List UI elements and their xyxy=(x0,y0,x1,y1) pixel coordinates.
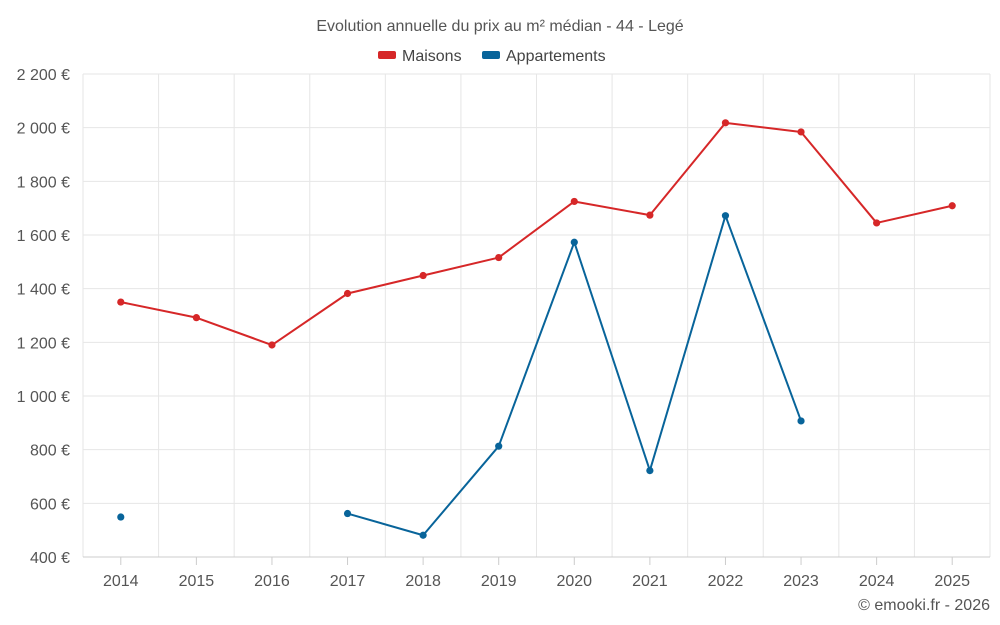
data-point xyxy=(570,197,578,206)
series-appartements xyxy=(117,212,805,539)
data-point xyxy=(117,513,125,521)
x-tick-label: 2017 xyxy=(330,573,366,590)
x-tick-label: 2023 xyxy=(783,573,819,590)
data-point xyxy=(117,298,125,306)
data-point xyxy=(192,314,200,322)
data-point xyxy=(343,509,352,518)
gridlines xyxy=(82,73,991,558)
data-point xyxy=(419,271,427,280)
x-tick-label: 2015 xyxy=(179,573,215,590)
legend-label: Appartements xyxy=(506,48,606,65)
data-point xyxy=(646,211,654,219)
data-point xyxy=(873,219,881,227)
data-point xyxy=(721,212,730,220)
data-point xyxy=(721,119,730,127)
y-tick-label: 2 000 € xyxy=(17,121,70,138)
x-axis: 2014 2015 2016 2017 2018 2019 2020 2021 2022 2023… xyxy=(103,557,970,590)
series-line xyxy=(347,214,802,537)
x-tick-label: 2019 xyxy=(481,573,517,590)
x-tick-label: 2020 xyxy=(556,573,592,590)
x-tick-label: 2024 xyxy=(859,573,895,590)
y-tick-label: 1 600 € xyxy=(17,228,70,245)
legend-label: Maisons xyxy=(402,48,462,65)
y-axis: 400 € 600 € 800 € 1 000 € 1 200 € 1 400 € 1 60… xyxy=(17,67,70,567)
y-tick-label: 800 € xyxy=(30,443,70,460)
data-point xyxy=(268,341,276,349)
y-tick-label: 1 400 € xyxy=(17,282,70,299)
x-tick-label: 2021 xyxy=(632,573,668,590)
x-tick-label: 2016 xyxy=(254,573,290,590)
legend-swatch xyxy=(378,51,396,59)
data-point xyxy=(797,128,805,136)
series-line xyxy=(120,121,953,347)
y-tick-label: 2 200 € xyxy=(17,67,70,84)
chart-title: Evolution annuelle du prix au m² médian … xyxy=(316,18,683,35)
data-point xyxy=(797,417,805,425)
data-point xyxy=(570,238,578,246)
x-tick-label: 2022 xyxy=(708,573,744,590)
legend-swatch xyxy=(482,51,500,59)
y-tick-label: 1 200 € xyxy=(17,335,70,352)
data-point xyxy=(495,253,503,262)
x-tick-label: 2025 xyxy=(934,573,970,590)
series-maisons xyxy=(117,119,956,349)
data-point xyxy=(646,466,654,475)
data-point xyxy=(948,202,956,210)
credit-text: © emooki.fr - 2026 xyxy=(858,597,990,614)
y-tick-label: 1 800 € xyxy=(17,174,70,191)
y-tick-label: 600 € xyxy=(30,496,70,513)
x-tick-label: 2014 xyxy=(103,573,139,590)
data-point xyxy=(419,531,427,539)
series-layer xyxy=(117,119,956,539)
data-point xyxy=(495,442,503,450)
legend: Maisons Appartements xyxy=(378,48,606,65)
x-tick-label: 2018 xyxy=(405,573,441,590)
y-tick-label: 400 € xyxy=(30,550,70,567)
y-tick-label: 1 000 € xyxy=(17,389,70,406)
data-point xyxy=(343,289,352,298)
